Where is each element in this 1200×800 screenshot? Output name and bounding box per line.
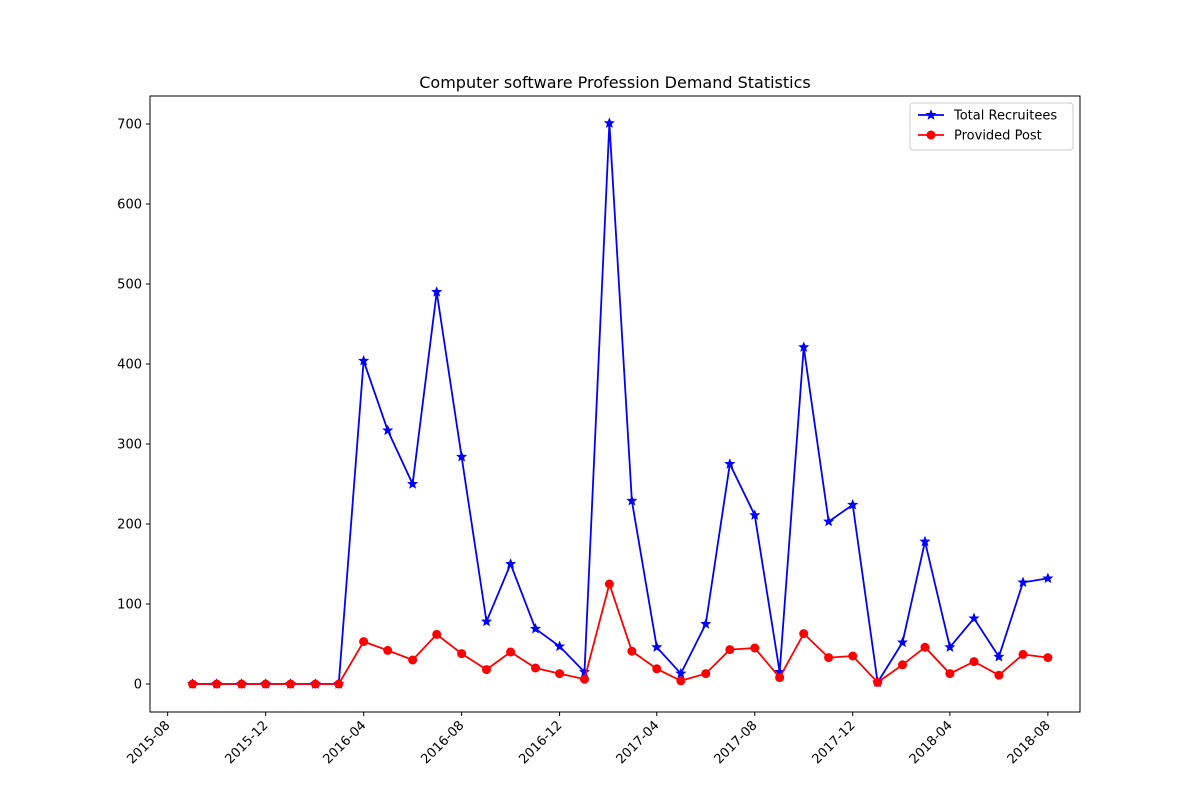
data-point	[1042, 572, 1054, 584]
data-point	[676, 676, 686, 686]
data-point	[799, 629, 809, 639]
series-line	[192, 123, 1049, 685]
data-point	[969, 657, 979, 667]
data-point	[555, 669, 565, 679]
legend: Total Recruitees Provided Post	[909, 102, 1074, 151]
data-point	[188, 679, 198, 689]
data-point	[578, 666, 591, 677]
x-tick-label: 2017-04	[614, 718, 663, 767]
data-point	[1017, 576, 1029, 588]
legend-label: Provided Post	[954, 129, 1042, 144]
data-point	[898, 660, 908, 670]
data-point	[896, 636, 909, 648]
data-point	[457, 649, 467, 659]
data-point	[431, 286, 443, 297]
data-point	[700, 618, 712, 629]
legend-marker	[925, 109, 937, 120]
data-point	[1018, 649, 1028, 659]
data-point	[919, 535, 931, 547]
data-point	[407, 478, 419, 489]
series-1	[188, 579, 1053, 689]
x-tick-label: 2015-08	[124, 718, 173, 767]
axes-frame	[149, 95, 1081, 713]
data-point	[750, 643, 760, 653]
series-0	[187, 117, 1054, 689]
data-point	[920, 642, 930, 652]
data-point	[626, 494, 638, 506]
data-point	[724, 458, 736, 469]
legend-box	[909, 102, 1074, 151]
data-point	[823, 515, 835, 527]
data-point	[382, 424, 394, 436]
data-point	[505, 558, 517, 569]
data-point	[994, 670, 1004, 680]
data-point	[847, 498, 859, 510]
data-point	[701, 669, 711, 679]
data-point	[652, 664, 662, 674]
data-point	[725, 645, 735, 655]
data-point	[237, 679, 247, 689]
legend-label: Total Recruitees	[953, 109, 1057, 124]
y-tick-label: 400	[117, 358, 142, 373]
y-tick-label: 100	[117, 598, 142, 613]
y-tick-label: 200	[117, 518, 142, 533]
data-point	[848, 651, 858, 661]
data-point	[358, 354, 370, 366]
plot-area	[187, 117, 1054, 689]
x-tick-label: 2018-04	[907, 718, 956, 767]
data-point	[603, 117, 615, 128]
data-point	[261, 679, 271, 689]
data-point	[873, 677, 883, 687]
y-tick-label: 600	[117, 198, 142, 213]
data-point	[212, 679, 222, 689]
data-point	[945, 669, 955, 679]
data-point	[334, 679, 344, 689]
legend-entry: Total Recruitees	[918, 109, 1057, 124]
data-point	[432, 629, 442, 639]
data-point	[482, 665, 492, 675]
y-tick-label: 500	[117, 278, 142, 293]
legend-marker	[926, 130, 936, 140]
data-point	[968, 612, 980, 624]
data-point	[775, 673, 785, 683]
data-point	[993, 650, 1005, 662]
y-tick-label: 0	[134, 678, 142, 693]
data-point	[651, 641, 663, 652]
data-point	[530, 663, 540, 673]
data-point	[798, 341, 810, 352]
data-point	[480, 615, 493, 627]
data-point	[824, 653, 834, 663]
x-tick-label: 2015-12	[222, 718, 271, 767]
data-point	[408, 655, 418, 665]
legend-entry: Provided Post	[918, 129, 1042, 144]
x-tick-label: 2016-08	[418, 718, 467, 767]
x-tick-label: 2016-12	[516, 718, 565, 767]
x-tick-label: 2017-08	[712, 718, 761, 767]
data-point	[456, 450, 468, 462]
data-point	[554, 640, 566, 652]
data-point	[506, 647, 516, 657]
data-point	[675, 667, 687, 679]
y-tick-label: 700	[117, 118, 142, 133]
data-point	[627, 646, 637, 656]
data-point	[383, 645, 393, 655]
data-point	[286, 679, 296, 689]
data-point	[579, 674, 589, 684]
data-point	[604, 579, 614, 589]
series-line	[192, 580, 1048, 685]
data-point	[749, 509, 761, 520]
x-tick-label: 2016-04	[320, 718, 369, 767]
data-point	[310, 679, 320, 689]
y-tick-label: 300	[117, 438, 142, 453]
data-point	[944, 641, 956, 652]
data-point	[1043, 653, 1053, 663]
chart-title: Computer software Profession Demand Stat…	[419, 73, 811, 92]
x-tick-label: 2018-08	[1005, 718, 1054, 767]
x-tick-label: 2017-12	[810, 718, 859, 767]
data-point	[359, 637, 369, 647]
data-point	[529, 622, 542, 634]
